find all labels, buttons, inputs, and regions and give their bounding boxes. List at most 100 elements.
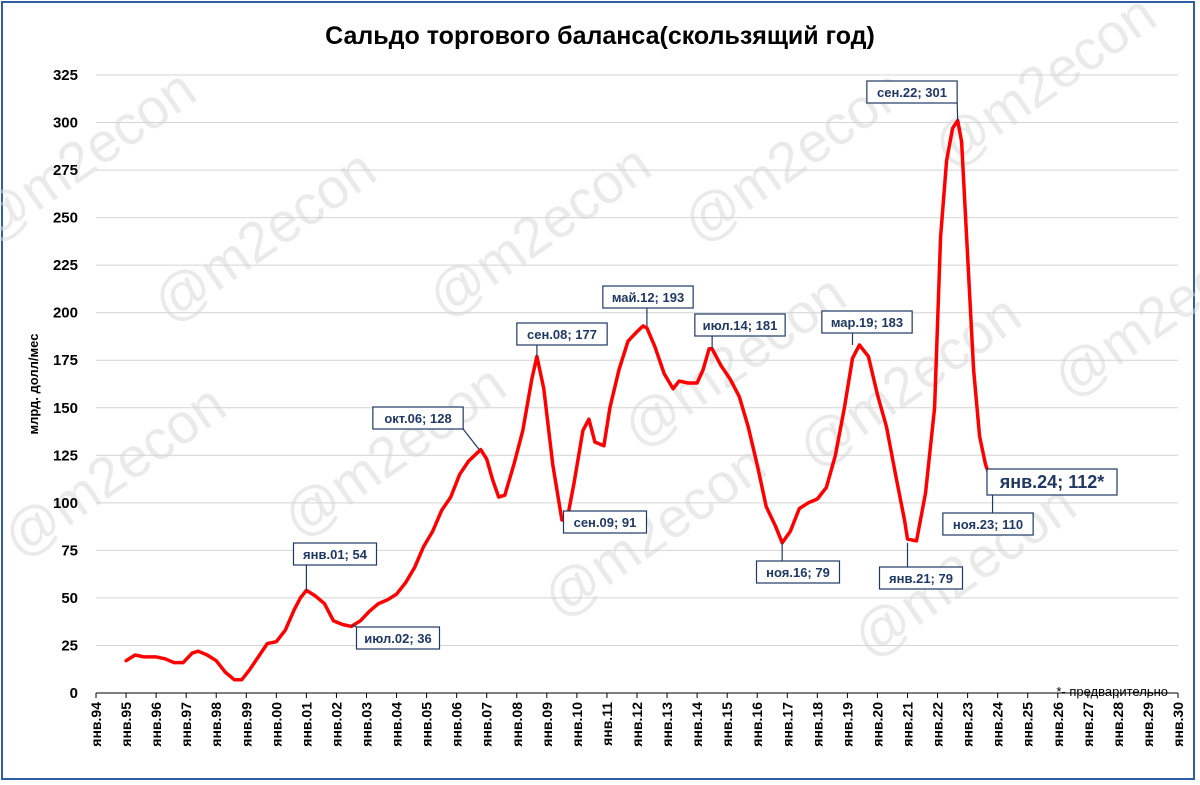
- y-tick-label: 300: [53, 115, 78, 132]
- x-tick-label: янв.13: [659, 702, 675, 747]
- x-tick-label: янв.17: [779, 702, 795, 747]
- annotation-layer: янв.01; 54 июл.02; 36 окт.06; 128 сен.08; 1…: [292, 80, 1118, 650]
- chart-title: Сальдо торгового баланса(скользящий год): [325, 22, 875, 50]
- x-tick-label: янв.08: [509, 702, 525, 747]
- annotation: янв.21; 79: [878, 542, 964, 590]
- annotation: июл.02; 36: [351, 624, 441, 650]
- annotation: янв.24; 112*: [986, 468, 1118, 496]
- y-tick-label: 175: [53, 352, 78, 369]
- annotation-label: июл.14; 181: [703, 318, 778, 333]
- annotation-label: янв.24; 112*: [999, 472, 1105, 492]
- annotation-box: [372, 406, 464, 430]
- annotation-label: ноя.23; 110: [953, 517, 1023, 532]
- y-tick-label: 75: [61, 542, 78, 559]
- annotation: янв.01; 54: [292, 542, 378, 591]
- annotation-label: ноя.16; 79: [766, 565, 830, 580]
- x-tick-label: янв.05: [419, 702, 435, 747]
- x-tick-label: янв.30: [1170, 702, 1186, 747]
- annotation: ноя.23; 110: [942, 483, 1034, 536]
- x-tick-label: янв.23: [960, 702, 976, 747]
- annotation: сен.22; 301: [866, 80, 959, 121]
- annotation-label: сен.08; 177: [527, 327, 597, 342]
- annotation-label: июл.02; 36: [364, 631, 432, 646]
- y-axis-label: млрд. долл/мес: [26, 334, 41, 435]
- annotation-box: [755, 560, 841, 584]
- x-tick-label: янв.99: [238, 702, 254, 747]
- y-tick-label: 25: [61, 637, 78, 654]
- annotation-label: сен.22; 301: [877, 85, 947, 100]
- annotation-label: сен.09; 91: [574, 515, 637, 530]
- x-tick-label: янв.06: [449, 702, 465, 747]
- y-tick-label: 250: [53, 210, 78, 227]
- watermark: @m2econ: [841, 471, 1087, 669]
- annotation-leader: [351, 624, 357, 628]
- x-tick-label: янв.96: [148, 702, 164, 747]
- annotation-label: мар.19; 183: [831, 315, 903, 330]
- annotation: окт.06; 128: [372, 406, 480, 450]
- annotation-label: янв.01; 54: [303, 547, 368, 562]
- x-tick-label: янв.94: [88, 702, 104, 747]
- annotation: июл.14; 181: [694, 313, 786, 349]
- annotation-box: [694, 313, 786, 337]
- x-tick-label: янв.24: [990, 702, 1006, 747]
- annotation: сен.08; 177: [516, 322, 608, 357]
- watermark: @m2econ: [1041, 211, 1200, 409]
- y-tick-label: 150: [53, 400, 78, 417]
- x-tick-label: янв.00: [268, 702, 284, 747]
- x-tick-label: янв.16: [749, 702, 765, 747]
- annotation-box: [602, 285, 694, 309]
- x-tick-label: янв.10: [569, 702, 585, 747]
- y-tick-label: 0: [70, 685, 78, 702]
- annotation-box: [562, 510, 648, 534]
- annotation-box: [878, 566, 964, 590]
- x-tick-label: янв.98: [208, 702, 224, 747]
- x-tick-label: янв.21: [900, 702, 916, 747]
- x-tick-label: янв.26: [1050, 702, 1066, 747]
- x-tick-label: янв.27: [1080, 702, 1096, 747]
- x-tick-label: янв.22: [930, 702, 946, 747]
- x-tick-label: янв.02: [328, 702, 344, 747]
- annotation: сен.09; 91: [562, 510, 648, 534]
- x-tick-label: янв.12: [629, 702, 645, 747]
- gridlines: [96, 74, 1178, 646]
- x-tick-label: янв.14: [689, 702, 705, 747]
- x-tick-label: янв.04: [389, 702, 405, 747]
- annotation-box: [942, 512, 1034, 536]
- annotation-label: окт.06; 128: [384, 411, 451, 426]
- y-tick-label: 325: [53, 67, 78, 84]
- x-tick-label: янв.20: [869, 702, 885, 747]
- annotation-box: [516, 322, 608, 346]
- x-tick-label: янв.09: [539, 702, 555, 747]
- x-tick-label: янв.01: [298, 702, 314, 747]
- watermark: @m2econ: [141, 136, 387, 334]
- x-tick-label: янв.11: [599, 702, 615, 746]
- annotation-box: [821, 310, 913, 334]
- x-tick-label: янв.03: [359, 702, 375, 747]
- y-tick-label: 50: [61, 590, 78, 607]
- annotation-label: янв.21; 79: [889, 571, 953, 586]
- x-axis-ticks: янв.94 янв.95 янв.96 янв.97 янв.98 янв.99 янв.…: [88, 693, 1186, 747]
- annotation: ноя.16; 79: [755, 542, 841, 584]
- x-tick-label: янв.15: [719, 702, 735, 747]
- annotation-box: [986, 468, 1118, 496]
- y-tick-label: 275: [53, 162, 78, 179]
- annotation-leader: [956, 102, 959, 121]
- x-tick-label: янв.18: [809, 702, 825, 747]
- x-tick-label: янв.97: [178, 702, 194, 747]
- x-tick-label: янв.25: [1020, 702, 1036, 747]
- annotation-box: [355, 626, 441, 650]
- footnote: *- предварительно: [1056, 684, 1168, 699]
- x-tick-label: янв.95: [118, 702, 134, 747]
- annotation-box: [866, 80, 958, 104]
- y-tick-label: 100: [53, 495, 78, 512]
- y-tick-label: 125: [53, 447, 78, 464]
- annotation-leader: [462, 428, 480, 450]
- y-tick-label: 225: [53, 257, 78, 274]
- y-axis-ticks: 0 25 50 75 100 125 150 175 200 225 250 275 300 325: [53, 67, 78, 702]
- annotation-box: [292, 542, 378, 566]
- y-tick-label: 200: [53, 305, 78, 322]
- watermark: @m2econ: [0, 56, 207, 254]
- annotation-label: май.12; 193: [612, 290, 684, 305]
- x-tick-label: янв.29: [1140, 702, 1156, 747]
